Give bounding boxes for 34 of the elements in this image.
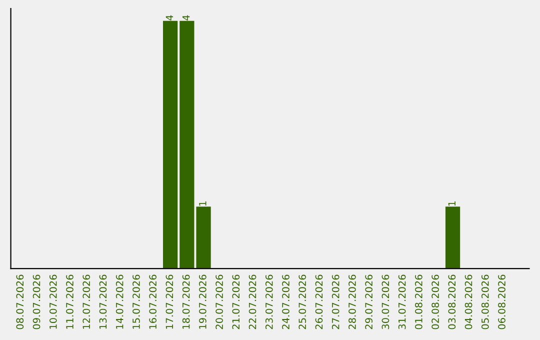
data-label: 1 [199,201,206,206]
x-tick-label: 30.07.2026 [382,274,390,330]
x-tick-label: 21.07.2026 [232,274,240,330]
x-tick-label: 12.07.2026 [82,274,90,329]
x-tick-label: 17.07.2026 [166,274,174,329]
x-tick-label: 10.07.2026 [49,274,57,329]
x-tick-label: 27.07.2026 [332,274,340,330]
x-tick-label: 04.08.2026 [464,274,472,330]
x-tick-label: 06.08.2026 [498,274,506,330]
x-tick-label: 03.08.2026 [448,274,456,330]
x-tick-label: 09.07.2026 [32,274,40,330]
x-tick-label: 29.07.2026 [365,274,373,330]
x-tick-label: 25.07.2026 [298,274,306,330]
data-label: 4 [166,15,173,20]
x-tick-label: 31.07.2026 [398,274,406,330]
x-tick-label: 24.07.2026 [282,274,290,330]
x-tick-label: 05.08.2026 [481,274,489,330]
x-tick-label: 01.08.2026 [415,274,422,330]
x-tick-label: 08.07.2026 [16,274,24,330]
x-tick-label: 26.07.2026 [315,274,323,330]
data-label: 1 [448,201,456,206]
x-tick-label: 14.07.2026 [116,274,124,329]
x-tick-label: 23.07.2026 [265,274,273,330]
x-tick-label: 28.07.2026 [348,274,356,330]
x-tick-label: 13.07.2026 [99,274,107,329]
x-tick-label: 11.07.2026 [66,274,74,329]
x-tick-label: 22.07.2026 [248,274,256,330]
x-tick-label: 02.08.2026 [432,274,439,330]
x-tick-label: 20.07.2026 [216,274,223,330]
data-label: 4 [182,15,190,20]
x-tick-label: 18.07.2026 [182,274,190,329]
x-tick-label: 15.07.2026 [132,274,140,329]
x-tick-label: 19.07.2026 [199,274,206,329]
x-tick-label: 16.07.2026 [149,274,157,329]
